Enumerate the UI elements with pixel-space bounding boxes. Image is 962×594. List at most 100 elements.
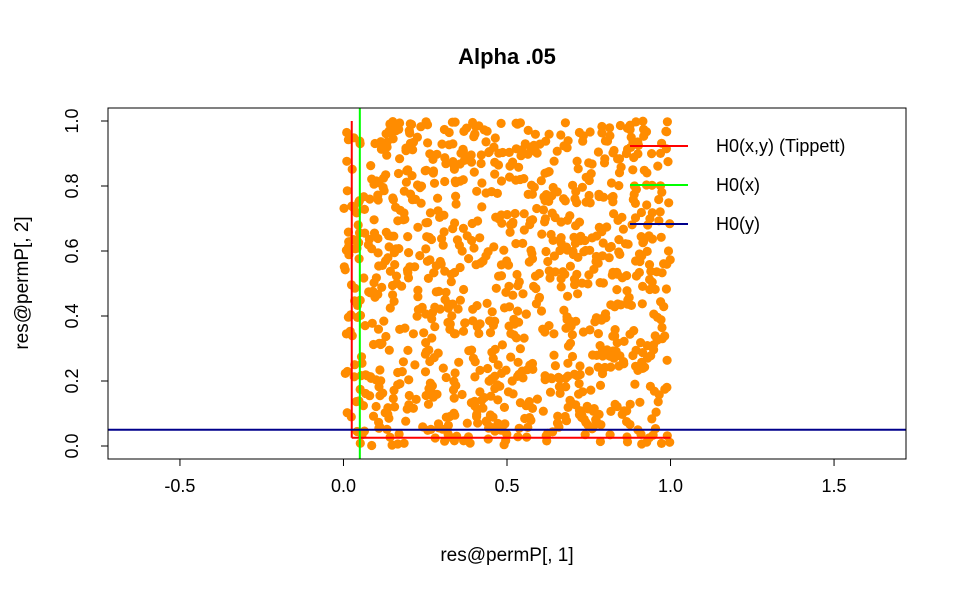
scatter-point xyxy=(469,132,479,142)
scatter-point xyxy=(359,273,369,283)
scatter-point xyxy=(654,194,664,205)
scatter-point xyxy=(589,264,599,274)
scatter-point xyxy=(367,174,377,184)
scatter-point xyxy=(393,168,404,179)
scatter-point xyxy=(562,143,572,153)
scatter-point xyxy=(595,380,606,390)
scatter-point xyxy=(441,372,451,383)
scatter-point xyxy=(493,360,503,370)
scatter-point xyxy=(541,431,551,441)
scatter-point xyxy=(440,266,450,276)
scatter-point xyxy=(642,437,652,447)
scatter-point xyxy=(647,414,657,424)
scatter-point xyxy=(421,165,431,175)
scatter-point xyxy=(404,375,414,385)
scatter-point xyxy=(462,418,472,428)
scatter-point xyxy=(597,346,607,356)
scatter-point xyxy=(369,228,380,238)
scatter-point xyxy=(629,152,639,163)
scatter-point xyxy=(661,284,672,294)
scatter-point xyxy=(541,246,551,257)
scatter-point xyxy=(423,138,433,148)
scatter-point xyxy=(591,251,602,262)
scatter-point xyxy=(484,147,494,157)
scatter-point xyxy=(620,239,631,249)
scatter-point xyxy=(631,256,641,266)
scatter-point xyxy=(549,329,559,339)
scatter-point xyxy=(458,146,468,156)
scatter-point xyxy=(459,284,469,295)
scatter-point xyxy=(360,228,370,238)
scatter-point xyxy=(477,395,487,405)
scatter-point xyxy=(482,298,492,308)
scatter-point xyxy=(596,420,606,430)
scatter-point xyxy=(623,295,633,305)
scatter-point xyxy=(367,318,377,328)
scatter-point xyxy=(440,176,450,187)
scatter-point xyxy=(438,240,448,250)
scatter-point xyxy=(563,291,573,301)
scatter-point xyxy=(376,144,386,154)
scatter-point xyxy=(395,205,405,215)
scatter-point xyxy=(573,164,583,174)
scatter-point xyxy=(408,403,418,413)
scatter-point xyxy=(374,417,384,427)
scatter-point xyxy=(630,213,641,223)
scatter-point xyxy=(614,247,624,257)
legend: H0(x,y) (Tippett) H0(x) H0(y) xyxy=(630,136,845,234)
scatter-point xyxy=(451,191,461,201)
scatter-point xyxy=(550,361,561,371)
scatter-point xyxy=(438,363,448,373)
scatter-point xyxy=(433,348,443,358)
y-axis-label: res@permP[, 2] xyxy=(12,216,33,349)
scatter-point xyxy=(518,289,528,299)
scatter-point xyxy=(544,321,554,331)
scatter-point xyxy=(493,395,503,405)
scatter-point xyxy=(552,146,562,156)
scatter-point xyxy=(366,161,376,171)
scatter-point xyxy=(593,329,604,339)
scatter-point xyxy=(622,406,632,416)
scatter-point xyxy=(565,211,575,221)
scatter-point xyxy=(568,246,578,256)
scatter-point xyxy=(604,253,614,263)
scatter-point xyxy=(585,325,595,335)
scatter-point xyxy=(450,117,460,127)
scatter-point xyxy=(471,260,481,270)
scatter-point xyxy=(458,326,469,336)
scatter-point xyxy=(639,237,649,247)
scatter-point xyxy=(477,202,487,212)
scatter-point xyxy=(558,267,568,277)
scatter-point xyxy=(385,266,395,276)
scatter-point xyxy=(415,251,425,261)
scatter-point xyxy=(563,136,573,146)
scatter-point xyxy=(564,316,575,326)
scatter-point xyxy=(425,208,435,218)
scatter-point xyxy=(359,192,369,202)
scatter-point xyxy=(647,277,657,287)
scatter-point xyxy=(387,280,398,291)
scatter-point xyxy=(565,338,576,348)
scatter-point xyxy=(374,261,384,271)
scatter-point xyxy=(606,178,617,188)
scatter-point xyxy=(395,118,405,128)
scatter-point xyxy=(457,246,467,256)
scatter-point xyxy=(572,370,582,381)
scatter-point xyxy=(367,440,377,451)
scatter-point xyxy=(358,401,368,411)
scatter-point xyxy=(556,274,566,284)
scatter-point xyxy=(642,168,652,178)
scatter-point xyxy=(514,369,524,379)
scatter-point xyxy=(490,133,500,143)
scatter-point xyxy=(405,119,415,129)
scatter-point xyxy=(567,351,578,362)
scatter-point xyxy=(421,390,431,401)
scatter-point xyxy=(450,368,460,378)
scatter-point xyxy=(427,308,438,318)
scatter-point xyxy=(476,150,486,160)
scatter-point xyxy=(574,379,584,389)
scatter-point xyxy=(527,403,538,413)
scatter-point xyxy=(639,124,649,134)
scatter-point xyxy=(651,407,661,417)
scatter-point xyxy=(491,283,501,293)
